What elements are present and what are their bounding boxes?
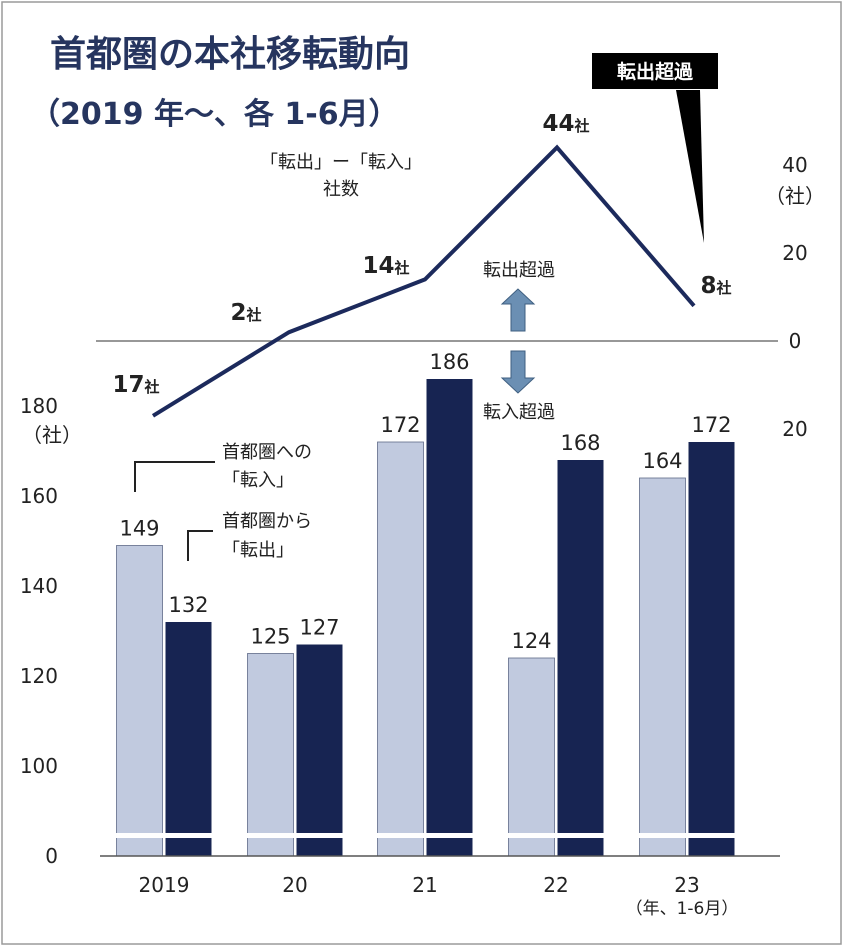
bar-out	[688, 442, 735, 856]
bar-in	[639, 477, 686, 857]
right-tick-label: 0	[789, 329, 802, 353]
left-axis-ticks: 0 100 120 140 160 180	[20, 394, 58, 868]
bar-in-value: 125	[250, 625, 290, 649]
line-caption-2: 社数	[323, 179, 359, 200]
left-axis-unit: （社）	[22, 423, 82, 447]
legend-in-leader	[134, 461, 215, 492]
y-tick-label: 0	[45, 844, 58, 868]
x-tick-label: 21	[412, 873, 437, 897]
y-tick-label: 140	[20, 574, 58, 598]
diff-point-label: 17社	[112, 372, 159, 398]
legend-out-leader	[187, 530, 213, 561]
bar-out	[426, 379, 473, 856]
chart-title: 首都圏の本社移転動向	[50, 34, 410, 75]
bar-in-value: 172	[380, 413, 420, 437]
right-axis-unit: （社）	[765, 184, 825, 208]
bar-out	[296, 644, 343, 856]
arrow-down-icon	[500, 350, 536, 394]
axis-break	[100, 833, 780, 838]
line-caption-1: 「転出」ー「転入」	[260, 152, 422, 173]
arrow-up-icon	[500, 288, 536, 332]
callout-label: 転出超過	[617, 60, 694, 83]
bar-in	[247, 653, 294, 857]
bar-in-value: 149	[119, 517, 159, 541]
y-tick-label: 120	[20, 664, 58, 688]
chart-subtitle: （2019 年～、各 1-6月）	[30, 97, 399, 132]
right-axis-ticks: 40 20 0 20	[782, 153, 807, 441]
x-tick-label: 22	[543, 873, 568, 897]
annotation-up: 転出超過	[483, 260, 555, 281]
bars-layer: 149 132 2019 125 127 20 172 186 21 124 168 22 164 172…	[116, 350, 735, 897]
bar-in	[377, 441, 424, 857]
bar-out	[165, 622, 212, 856]
legend-out-line2: 「転出」	[222, 540, 294, 561]
bar-in	[116, 545, 163, 857]
legend-in-line2: 「転入」	[222, 470, 294, 491]
legend-in-line1: 首都圏への	[222, 442, 312, 463]
diff-point-label: 8社	[700, 273, 731, 299]
bar-out-value: 132	[168, 593, 208, 617]
x-tick-label: 23	[674, 873, 699, 897]
legend-out-line1: 首都圏から	[222, 511, 312, 532]
callout-box	[592, 53, 718, 89]
x-tick-label: 20	[282, 873, 307, 897]
y-tick-label: 180	[20, 394, 58, 418]
right-tick-label: 40	[782, 153, 807, 177]
x-axis-note: （年、1-6月）	[626, 899, 739, 919]
bar-out-value: 127	[299, 616, 339, 640]
bar-out-value: 168	[560, 431, 600, 455]
y-tick-label: 160	[20, 484, 58, 508]
diff-line	[151, 144, 696, 418]
right-tick-label: 20	[782, 241, 807, 265]
callout-pointer	[676, 90, 704, 243]
x-tick-label: 2019	[139, 873, 190, 897]
bar-out-value: 186	[429, 350, 469, 374]
right-tick-label: 20	[782, 417, 807, 441]
bar-out	[557, 460, 604, 856]
bar-in-value: 164	[642, 449, 682, 473]
y-tick-label: 100	[20, 754, 58, 778]
excess-arrows	[500, 288, 536, 394]
bar-in	[508, 657, 555, 857]
annotation-down: 転入超過	[483, 402, 555, 423]
bar-out-value: 172	[691, 413, 731, 437]
bar-in-value: 124	[511, 629, 551, 653]
